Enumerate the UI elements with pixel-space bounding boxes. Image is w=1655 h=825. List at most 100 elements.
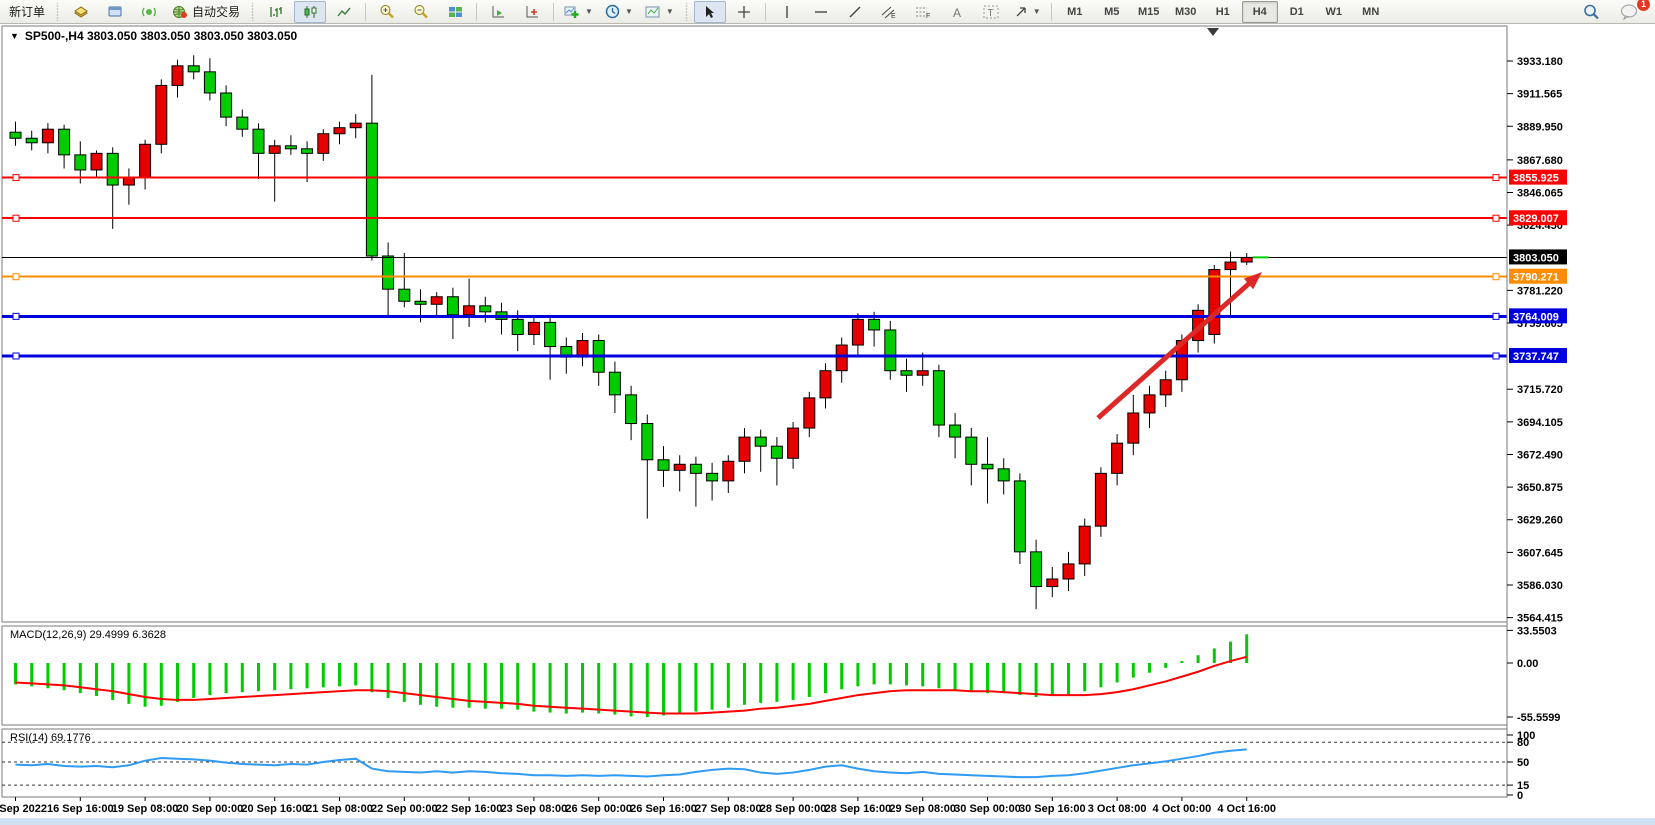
line-handle[interactable] (12, 273, 20, 281)
price-axis-label: 3694.105 (1517, 417, 1563, 429)
time-axis-label: 28 Sep 16:00 (825, 803, 892, 815)
candle (41, 128, 54, 144)
price-axis-label: 3933.180 (1517, 56, 1563, 68)
crosshair-icon[interactable] (728, 1, 760, 23)
toolbar-separator (1050, 2, 1052, 21)
main-toolbar: 新订单 自动交易 (0, 0, 1655, 24)
vertical-line-icon[interactable] (771, 1, 803, 23)
line-handle[interactable] (1492, 273, 1500, 281)
trendline-icon[interactable] (839, 1, 871, 23)
candle (641, 423, 654, 461)
chart-shift-marker[interactable] (1207, 28, 1219, 36)
data-window-icon[interactable] (99, 1, 131, 23)
timeframe-button-d1[interactable]: D1 (1289, 5, 1304, 18)
object-lines[interactable] (2, 174, 1507, 360)
price-badge (1509, 268, 1567, 284)
horizontal-line-icon[interactable] (805, 1, 837, 23)
chart-shift-icon[interactable] (516, 1, 548, 23)
line-handle[interactable] (12, 214, 20, 222)
timeframe-button-mn[interactable]: MN (1362, 5, 1380, 18)
status-strip (0, 818, 1655, 825)
chart-canvas[interactable]: 3933.180 3911.565 3889.950 3867.680 3846.065… (0, 24, 1655, 825)
tile-windows-icon[interactable] (439, 1, 471, 23)
cursor-icon[interactable] (693, 0, 726, 23)
dropdown-arrow-icon: ▼ (585, 7, 593, 16)
candle (333, 127, 346, 135)
price-axis-label: 3889.950 (1517, 121, 1563, 133)
candle (981, 463, 994, 470)
fibonacci-icon[interactable]: F (907, 1, 939, 23)
trend-arrow-line[interactable] (1096, 279, 1254, 420)
line-handle[interactable] (1492, 214, 1500, 222)
line-handle[interactable] (1492, 174, 1500, 182)
time-axis-label: 22 Sep 00:00 (371, 803, 438, 815)
time-axis-label: 27 Sep 08:00 (695, 803, 762, 815)
rsi-indicator-label: RSI(14) 69.1776 (10, 732, 91, 744)
line-handle[interactable] (12, 352, 20, 360)
time-axis-label: 3 Oct 08:00 (1088, 803, 1147, 815)
candle (90, 152, 103, 171)
market-watch-icon[interactable] (65, 1, 97, 23)
line-handle[interactable] (12, 312, 20, 320)
timeframe-button-m5[interactable]: M5 (1104, 5, 1120, 18)
line-chart-icon[interactable] (328, 1, 360, 23)
price-axis-label: 3607.645 (1517, 547, 1563, 559)
line-handle[interactable] (12, 174, 20, 182)
line-handle[interactable] (1492, 352, 1500, 360)
auto-scroll-icon[interactable] (482, 1, 514, 23)
timeframe-button-w1[interactable]: W1 (1325, 5, 1342, 18)
toolbar-separator (476, 2, 478, 21)
chat-icon[interactable]: 1 (1613, 0, 1651, 23)
price-badge-label: 3790.271 (1513, 272, 1559, 284)
candle (1240, 256, 1253, 263)
timeframe-button-m30[interactable]: M30 (1175, 5, 1197, 18)
candle (673, 463, 686, 471)
symbol-ohlc-readout: SP500-,H4 3803.050 3803.050 3803.050 380… (24, 29, 298, 43)
periods-icon[interactable]: ▼ (600, 1, 638, 23)
price-axis-label: 3911.565 (1517, 89, 1562, 101)
candle (414, 300, 427, 305)
time-axis-label: 28 Sep 00:00 (760, 803, 827, 815)
timeframe-button-h1[interactable]: H1 (1215, 5, 1230, 18)
candle (657, 459, 670, 471)
candle (1127, 412, 1140, 444)
text-icon[interactable]: A (941, 1, 973, 23)
time-axis-label: 20 Sep 00:00 (177, 803, 244, 815)
autotrading-button[interactable]: 自动交易 (167, 1, 245, 23)
indicators-icon[interactable]: ▼ (559, 1, 598, 23)
svg-text:E: E (891, 13, 896, 19)
candle (9, 131, 22, 139)
axes: 3933.180 3911.565 3889.950 3867.680 3846.065… (0, 26, 1567, 815)
ohlc-toggle-icon[interactable]: ▼ (10, 31, 19, 41)
annotations[interactable] (1096, 28, 1262, 420)
price-badge (1509, 347, 1567, 363)
text-label-icon[interactable]: T (975, 1, 1007, 23)
price-axis-label: 3629.260 (1517, 515, 1563, 527)
search-icon[interactable] (1575, 1, 1607, 23)
price-badge-label: 3829.007 (1513, 213, 1559, 225)
candle (608, 371, 621, 396)
timeframe-button-m1[interactable]: M1 (1067, 5, 1083, 18)
candlestick-icon[interactable] (294, 0, 327, 23)
zoom-out-icon[interactable] (405, 1, 437, 23)
navigator-icon[interactable] (133, 1, 165, 23)
price-badge (1509, 210, 1567, 226)
timeframe-button-h4[interactable]: H4 (1241, 0, 1278, 23)
bar-chart-icon[interactable] (260, 1, 292, 23)
channel-icon[interactable]: E (873, 1, 905, 23)
price-badge-label: 3855.925 (1513, 173, 1559, 185)
timeframe-button-m15[interactable]: M15 (1138, 5, 1160, 18)
templates-icon[interactable]: ▼ (640, 1, 679, 23)
line-handle[interactable] (1492, 312, 1500, 320)
arrows-icon[interactable]: ▼ (1009, 1, 1046, 23)
candle (25, 137, 38, 144)
candle (625, 394, 638, 425)
toolbar-right: 1 (1575, 0, 1651, 23)
trend-arrow-head[interactable] (1243, 272, 1262, 290)
time-axis-label: 20 Sep 16:00 (241, 803, 308, 815)
new-order-button[interactable]: 新订单 (9, 5, 46, 19)
candle (1208, 269, 1221, 335)
candle (155, 84, 168, 145)
price-axis-label: 3867.680 (1517, 155, 1563, 167)
zoom-in-icon[interactable] (371, 1, 403, 23)
